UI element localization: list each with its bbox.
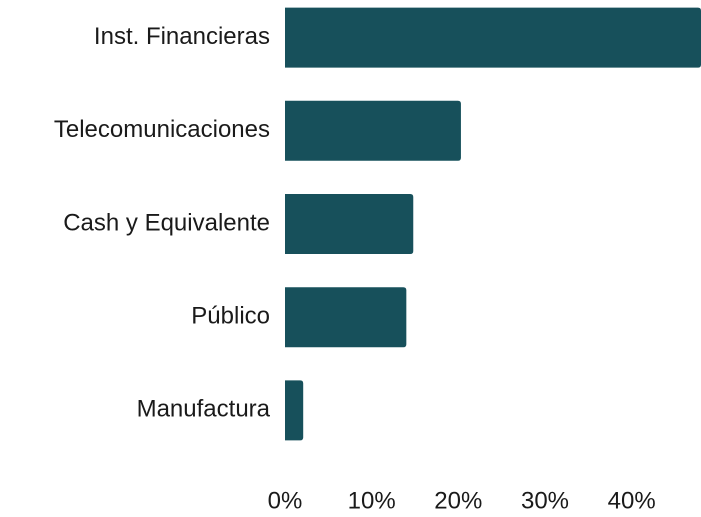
bar xyxy=(285,194,414,254)
x-tick-label: 20% xyxy=(434,487,482,514)
bar xyxy=(285,7,701,68)
bar xyxy=(285,287,407,348)
y-tick-label: Manufactura xyxy=(137,396,271,423)
y-tick-label: Cash y Equivalente xyxy=(63,209,270,236)
bar xyxy=(285,380,304,441)
y-tick-label: Público xyxy=(191,303,270,330)
x-tick-label: 10% xyxy=(348,487,396,514)
y-tick-label: Telecomunicaciones xyxy=(54,116,270,143)
x-tick-label: 40% xyxy=(608,487,656,514)
bar xyxy=(285,100,461,161)
y-tick-label: Inst. Financieras xyxy=(94,23,270,50)
x-tick-label: 30% xyxy=(521,487,569,514)
x-tick-label: 0% xyxy=(268,487,303,514)
